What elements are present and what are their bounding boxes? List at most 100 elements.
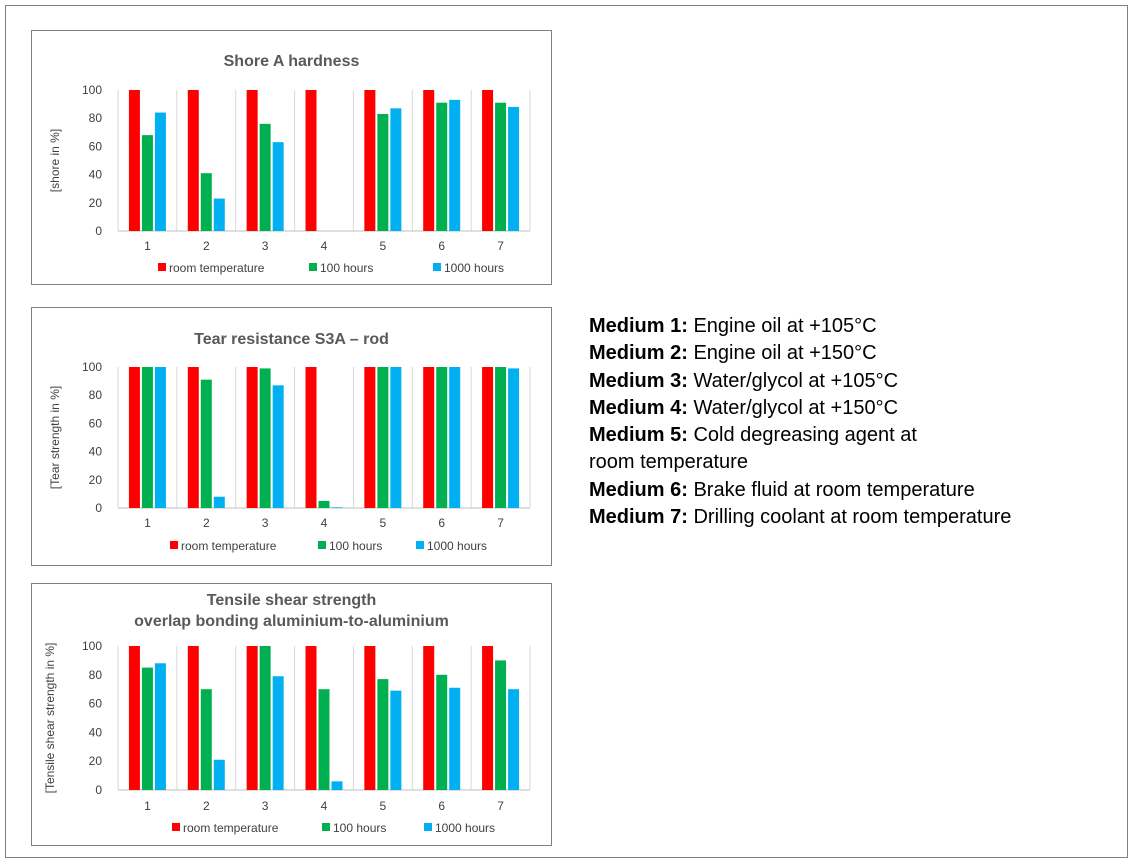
bar bbox=[449, 367, 461, 508]
legend-swatch bbox=[318, 541, 326, 549]
bar bbox=[364, 367, 376, 508]
y-tick-label: 60 bbox=[89, 416, 103, 430]
bar bbox=[318, 689, 330, 790]
bar bbox=[259, 368, 271, 508]
y-tick-label: 0 bbox=[95, 501, 102, 515]
media-legend-item-3: Medium 3: Water/glycol at +105°C bbox=[589, 368, 1109, 395]
bar bbox=[482, 90, 494, 231]
x-tick-label: 1 bbox=[144, 239, 151, 253]
legend-swatch bbox=[322, 823, 330, 831]
bar bbox=[482, 646, 494, 790]
bar bbox=[364, 90, 376, 231]
x-tick-label: 2 bbox=[203, 516, 210, 530]
bar bbox=[141, 135, 153, 231]
legend-label: 100 hours bbox=[333, 821, 386, 835]
bar bbox=[187, 367, 199, 508]
chart-title: Tensile shear strength bbox=[207, 592, 377, 609]
legend-swatch bbox=[158, 263, 166, 271]
bar bbox=[141, 367, 153, 508]
bar bbox=[154, 367, 166, 508]
bar bbox=[187, 90, 199, 231]
bar bbox=[482, 367, 494, 508]
chart-title: overlap bonding aluminium-to-aluminium bbox=[134, 613, 449, 630]
media-legend-item-4: Medium 4: Water/glycol at +150°C bbox=[589, 395, 1109, 422]
media-legend-item-1: Medium 1: Engine oil at +105°C bbox=[589, 313, 1109, 340]
chart-title: Tear resistance S3A – rod bbox=[194, 331, 389, 348]
x-tick-label: 2 bbox=[203, 799, 210, 813]
media-label: Medium 6: bbox=[589, 478, 688, 501]
y-tick-label: 0 bbox=[95, 783, 102, 797]
y-tick-label: 80 bbox=[89, 668, 103, 682]
x-tick-label: 5 bbox=[380, 799, 387, 813]
bar bbox=[246, 646, 258, 790]
legend-label: 1000 hours bbox=[435, 821, 495, 835]
legend-swatch bbox=[172, 823, 180, 831]
x-tick-label: 3 bbox=[262, 239, 269, 253]
bar bbox=[436, 367, 448, 508]
y-tick-label: 40 bbox=[89, 445, 103, 459]
media-label: Medium 1: bbox=[589, 315, 688, 337]
media-legend-item-7: Medium 7: Drilling coolant at room tempe… bbox=[589, 504, 1109, 531]
media-legend-item-5-continued: room temperature bbox=[589, 451, 748, 474]
y-tick-label: 40 bbox=[89, 168, 103, 182]
media-description: Engine oil at +150°C bbox=[693, 342, 877, 365]
chart-tear-resistance: Tear resistance S3A – rod 0 20 40 60 80 100 [Te… bbox=[31, 307, 552, 566]
bar bbox=[213, 496, 225, 508]
media-label: Medium 5: bbox=[589, 424, 688, 447]
bar bbox=[436, 102, 448, 231]
bar bbox=[213, 198, 225, 231]
legend-label: 1000 hours bbox=[427, 539, 487, 553]
y-tick-label: 60 bbox=[89, 697, 103, 711]
bar bbox=[318, 500, 330, 508]
media-legend-item-6: Medium 6: Brake fluid at room temperatur… bbox=[589, 477, 1109, 504]
x-tick-label: 1 bbox=[144, 799, 151, 813]
bar bbox=[200, 173, 212, 231]
media-label: Medium 4: bbox=[589, 396, 688, 419]
bar bbox=[154, 663, 166, 790]
y-tick-label: 100 bbox=[82, 360, 102, 374]
media-description: Brake fluid at room temperature bbox=[693, 478, 975, 501]
media-description: Drilling coolant at room temperature bbox=[693, 506, 1012, 529]
bar bbox=[187, 646, 199, 790]
y-tick-label: 80 bbox=[89, 388, 103, 402]
bar bbox=[495, 367, 507, 508]
bar bbox=[423, 367, 435, 508]
media-description: Cold degreasing agent at bbox=[693, 424, 917, 447]
x-tick-label: 5 bbox=[380, 516, 387, 530]
chart-title: Shore A hardness bbox=[224, 53, 360, 70]
y-tick-label: 20 bbox=[89, 473, 103, 487]
bar bbox=[390, 690, 402, 790]
bar bbox=[128, 90, 140, 231]
legend-label: room temperature bbox=[183, 821, 279, 835]
x-tick-label: 6 bbox=[438, 239, 445, 253]
x-tick-label: 3 bbox=[262, 516, 269, 530]
bar bbox=[364, 646, 376, 790]
y-tick-label: 100 bbox=[82, 83, 102, 97]
y-axis-label: [Tear strength in %] bbox=[48, 386, 62, 489]
legend-swatch bbox=[416, 541, 424, 549]
bar bbox=[141, 667, 153, 790]
bar bbox=[154, 112, 166, 231]
y-tick-label: 0 bbox=[95, 224, 102, 238]
y-tick-label: 40 bbox=[89, 725, 103, 739]
legend-swatch bbox=[433, 263, 441, 271]
bar bbox=[246, 90, 258, 231]
media-description: Water/glycol at +150°C bbox=[693, 396, 899, 419]
x-tick-label: 4 bbox=[321, 239, 328, 253]
media-legend-item-2: Medium 2: Engine oil at +150°C bbox=[589, 340, 1109, 367]
bar bbox=[377, 679, 389, 790]
x-tick-label: 6 bbox=[438, 799, 445, 813]
bar bbox=[331, 781, 343, 790]
chart-svg: Tear resistance S3A – rod 0 20 40 60 80 100 [Te… bbox=[48, 331, 531, 553]
x-tick-label: 4 bbox=[321, 516, 328, 530]
bar bbox=[128, 646, 140, 790]
bar bbox=[331, 507, 343, 508]
y-tick-label: 20 bbox=[89, 196, 103, 210]
bar bbox=[305, 367, 317, 508]
legend-swatch bbox=[309, 263, 317, 271]
bar bbox=[423, 90, 435, 231]
legend-swatch bbox=[170, 541, 178, 549]
bar bbox=[423, 646, 435, 790]
y-axis-label: [shore in %] bbox=[48, 129, 62, 192]
bar bbox=[213, 759, 225, 790]
